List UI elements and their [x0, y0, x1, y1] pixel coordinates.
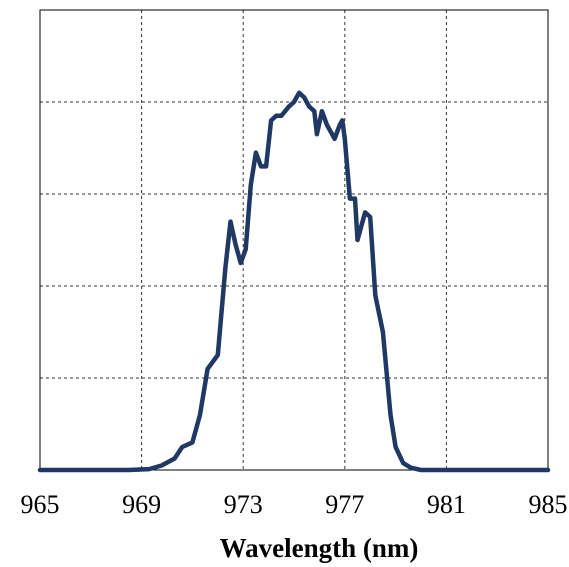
x-tick-label: 981	[427, 490, 466, 519]
x-tick-label: 969	[122, 490, 161, 519]
plot-area-frame	[39, 9, 549, 471]
x-tick-label: 973	[224, 490, 263, 519]
spectrum-line	[37, 90, 551, 473]
x-tick-label: 977	[325, 490, 364, 519]
grid-lines	[40, 10, 548, 470]
x-tick-labels: 965 969 973 977 981 985	[21, 490, 568, 519]
x-axis-title: Wavelength (nm)	[220, 533, 419, 563]
x-tick-label: 985	[529, 490, 568, 519]
x-tick-label: 965	[21, 490, 60, 519]
